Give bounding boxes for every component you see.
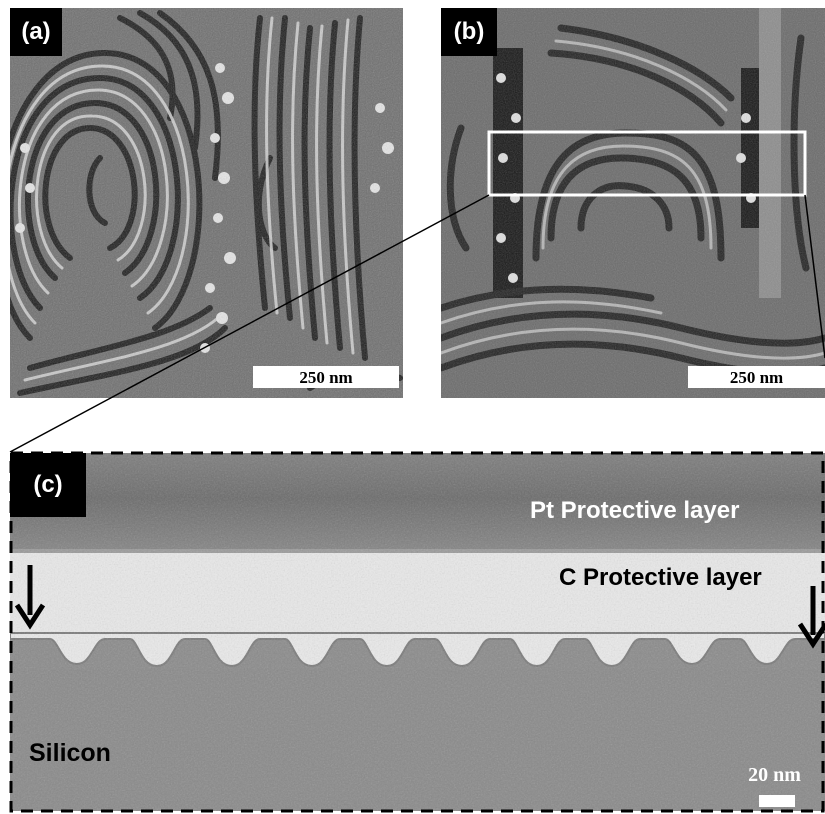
panel-a-scale-bar: 250 nm [253, 366, 399, 388]
panel-b-scale-bar: 250 nm [688, 366, 825, 388]
panel-c: (c) Pt Protective layer C Protective lay… [10, 453, 825, 811]
panel-c-scale-bar: 20 nm [748, 764, 801, 786]
panel-a-tag: (a) [10, 8, 62, 56]
panel-c-scale-bar-line [759, 795, 795, 807]
sem-image-a [10, 8, 403, 398]
panel-b: (b) 250 nm [441, 8, 825, 398]
panel-b-tag: (b) [441, 8, 497, 56]
panel-c-tag: (c) [10, 453, 86, 517]
c-layer-label: C Protective layer [559, 564, 762, 591]
pt-layer-label: Pt Protective layer [530, 497, 740, 524]
sem-image-b [441, 8, 825, 398]
silicon-label: Silicon [29, 739, 111, 767]
panel-a: (a) 250 nm [10, 8, 403, 398]
